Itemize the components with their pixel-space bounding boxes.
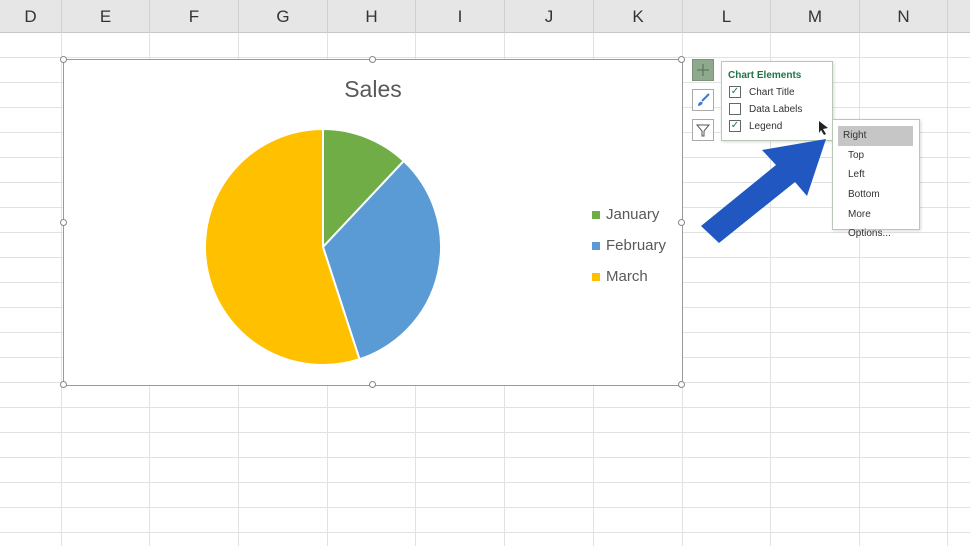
submenu-arrow-cursor-icon [819,121,828,135]
resize-handle[interactable] [60,56,67,63]
legend-label: February [606,237,667,254]
legend-item-january[interactable]: January [592,206,659,223]
pie-plot [204,127,442,366]
gridline [61,33,62,546]
chart-title-option[interactable]: ✓ Chart Title [729,86,832,98]
option-label: Chart Title [749,86,795,98]
option-label: Data Labels [749,103,803,115]
column-header-i[interactable]: I [416,0,505,33]
data-labels-option[interactable]: Data Labels [729,103,832,115]
legend-label: January [606,206,660,223]
paintbrush-icon [698,93,710,106]
chart-styles-button[interactable] [692,89,714,111]
option-label: Legend [749,120,783,132]
pie-chart[interactable]: Sales January February March [60,56,685,388]
pie-slice-february[interactable] [321,159,442,361]
menu-item-left[interactable]: Left [848,169,865,181]
column-header-f[interactable]: F [150,0,239,33]
resize-handle[interactable] [678,381,685,388]
legend-swatch [592,241,600,250]
resize-handle[interactable] [678,218,685,226]
menu-item-top[interactable]: Top [848,149,865,161]
legend-swatch [592,210,600,219]
gridline [770,33,771,546]
menu-item-more-options[interactable]: More Options... [848,208,891,240]
column-header-m[interactable]: M [771,0,860,33]
funnel-icon [695,124,711,137]
menu-item-right[interactable]: Right [838,126,913,146]
pie-slice-january[interactable] [322,127,406,250]
legend-label: March [606,268,648,285]
legend-item-march[interactable]: March [592,268,648,285]
checkbox-checked[interactable]: ✓ [729,86,741,98]
column-header-e[interactable]: E [62,0,150,33]
plus-icon [697,64,709,76]
column-header-n[interactable]: N [860,0,948,33]
menu-item-bottom[interactable]: Bottom [848,189,880,201]
chart-title[interactable]: Sales [344,76,402,102]
resize-handle[interactable] [369,56,376,63]
resize-handle[interactable] [678,56,685,63]
resize-handle[interactable] [369,381,376,388]
legend-position-menu: Right Top Left Bottom More Options... [832,119,920,240]
column-header-l[interactable]: L [683,0,771,33]
gridline [859,33,860,546]
column-header-j[interactable]: J [505,0,594,33]
column-header-d[interactable]: D [0,0,62,33]
column-header-h[interactable]: H [328,0,416,33]
checkbox-checked[interactable]: ✓ [729,120,741,132]
column-header-g[interactable]: G [239,0,328,33]
legend-item-february[interactable]: February [592,237,666,254]
panel-title: Chart Elements [728,70,802,81]
column-header-k[interactable]: K [594,0,683,33]
resize-handle[interactable] [60,381,67,388]
resize-handle[interactable] [60,218,67,226]
chart-elements-panel: Chart Elements ✓ Chart Title Data Labels … [721,61,833,141]
gridline [947,33,948,546]
chart-filters-button[interactable] [692,119,714,141]
legend-swatch [592,272,600,281]
pie-slice-march[interactable] [204,127,361,366]
chart-elements-button[interactable] [692,59,714,81]
checkbox-unchecked[interactable] [729,103,741,115]
legend-option[interactable]: ✓ Legend [729,120,832,132]
